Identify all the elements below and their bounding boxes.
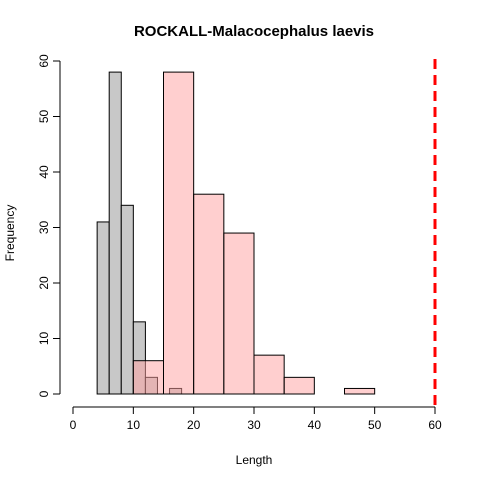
x-tick-label: 60	[428, 418, 442, 432]
x-tick-label: 10	[127, 418, 141, 432]
histogram-bar-0-0	[96, 221, 110, 395]
y-tick-label: 40	[37, 165, 51, 179]
y-tick-label: 30	[37, 221, 51, 235]
histogram-bar-1-1	[163, 71, 195, 395]
histogram-bar-0-2	[120, 204, 134, 395]
x-tick-label: 20	[187, 418, 201, 432]
x-axis-label: Length	[236, 453, 273, 467]
histogram-bar-1-0	[132, 360, 164, 395]
series-pink-bars	[132, 71, 376, 395]
x-axis: 0 10 20 30 40 50 60	[70, 406, 442, 432]
histogram-bar-1-3	[223, 232, 255, 395]
x-tick-label: 50	[368, 418, 382, 432]
x-tick-label: 40	[308, 418, 322, 432]
y-tick-label: 10	[37, 332, 51, 346]
x-tick-label: 30	[247, 418, 261, 432]
y-tick-label: 20	[37, 276, 51, 290]
chart-title: ROCKALL-Malacocephalus laevis	[134, 23, 374, 40]
x-tick-label: 0	[70, 418, 77, 432]
y-tick-label: 0	[37, 390, 51, 397]
histogram-bar-0-1	[108, 71, 122, 395]
histogram-bar-1-5	[283, 376, 315, 395]
y-axis: 0 10 20 30 40 50 60	[37, 54, 61, 397]
histogram-bar-1-2	[193, 193, 225, 395]
y-tick-label: 50	[37, 110, 51, 124]
y-axis-label: Frequency	[3, 205, 17, 262]
histogram-bar-1-7	[344, 387, 376, 395]
histogram-bar-1-4	[253, 354, 285, 395]
y-tick-label: 60	[37, 54, 51, 68]
